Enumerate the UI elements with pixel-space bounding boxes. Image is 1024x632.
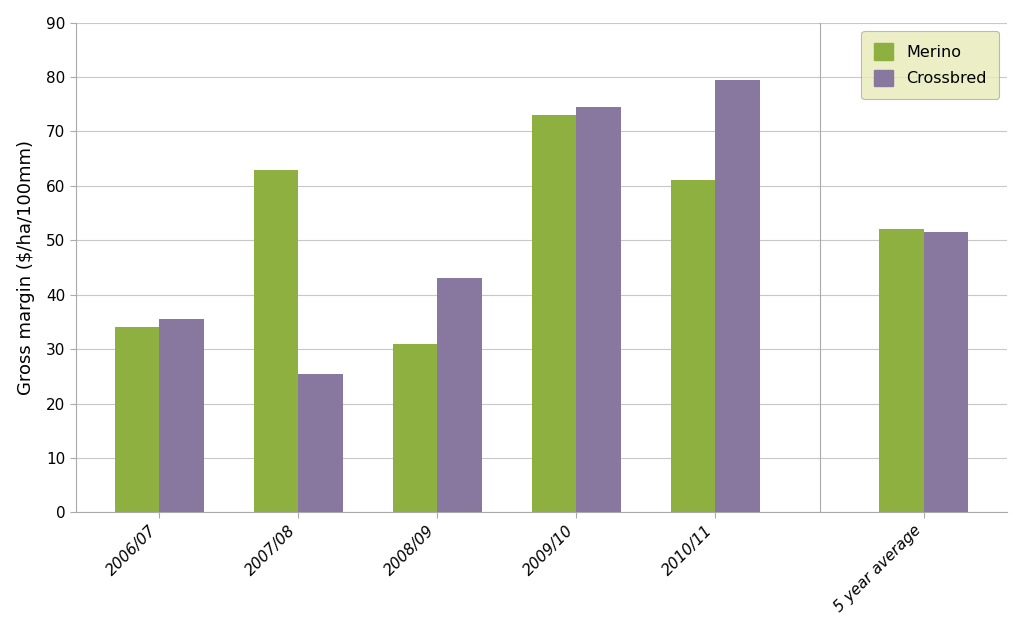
Bar <box>159 319 204 513</box>
Bar <box>716 80 760 513</box>
Bar <box>437 279 481 513</box>
Bar <box>298 374 343 513</box>
Bar <box>254 169 298 513</box>
Bar <box>671 181 716 513</box>
Bar <box>392 344 437 513</box>
Bar <box>115 327 159 513</box>
Y-axis label: Gross margin ($/ha/100mm): Gross margin ($/ha/100mm) <box>16 140 35 395</box>
Bar <box>924 232 969 513</box>
Legend: Merino, Crossbred: Merino, Crossbred <box>861 31 999 99</box>
Bar <box>880 229 924 513</box>
Bar <box>531 115 577 513</box>
Bar <box>577 107 621 513</box>
